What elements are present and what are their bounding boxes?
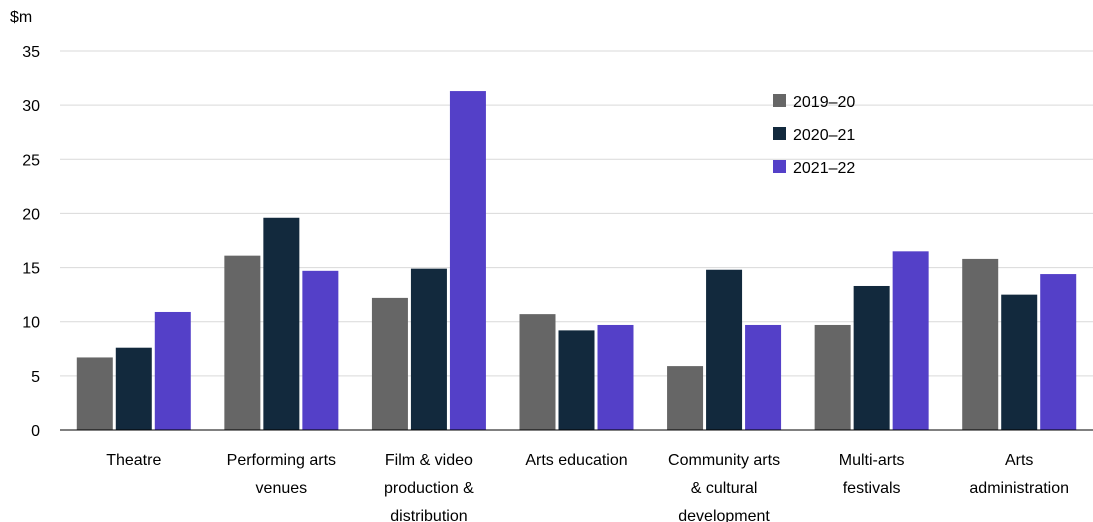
- bar: [410, 268, 447, 430]
- x-tick-label: festivals: [843, 480, 901, 497]
- x-tick-label: Multi-arts: [839, 452, 905, 469]
- x-tick-label: Community arts: [668, 452, 780, 469]
- y-tick-label: 30: [22, 98, 40, 115]
- bar: [263, 217, 300, 430]
- y-tick-label: 25: [22, 152, 40, 169]
- bar: [1001, 294, 1038, 430]
- bar: [154, 311, 191, 430]
- bar: [449, 91, 486, 431]
- y-tick-label: 15: [22, 261, 40, 278]
- y-tick-label: 35: [22, 44, 40, 61]
- y-axis-label: $m: [10, 9, 32, 26]
- y-tick-label: 0: [31, 423, 40, 440]
- bar: [76, 357, 113, 430]
- bar: [1040, 274, 1077, 430]
- x-tick-label: Film & video: [385, 452, 473, 469]
- bar: [302, 270, 339, 430]
- x-tick-label: distribution: [390, 508, 467, 522]
- gridlines: [60, 50, 1093, 377]
- x-tick-label: Performing arts: [227, 452, 336, 469]
- y-axis-ticks: 0 5 10 15 20 25 30 35: [22, 44, 40, 440]
- bar: [853, 285, 890, 430]
- x-tick-label: Arts education: [525, 452, 627, 469]
- legend-label: 2020–21: [793, 127, 855, 144]
- legend-swatch: [773, 94, 786, 107]
- y-tick-label: 5: [31, 369, 40, 386]
- bar: [892, 251, 929, 430]
- bar: [706, 269, 743, 430]
- y-tick-label: 10: [22, 315, 40, 332]
- bar: [962, 258, 999, 430]
- x-tick-label: Theatre: [106, 452, 161, 469]
- x-axis-labels: Theatre Performing arts venues Film & video…: [106, 452, 1069, 522]
- bar: [519, 314, 556, 430]
- legend-swatch: [773, 127, 786, 140]
- bars: [76, 91, 1077, 431]
- x-tick-label: venues: [256, 480, 308, 497]
- bar: [224, 255, 261, 430]
- legend-label: 2019–20: [793, 94, 855, 111]
- x-tick-label: & cultural: [691, 480, 758, 497]
- x-tick-label: administration: [969, 480, 1069, 497]
- bar: [558, 330, 595, 430]
- bar: [371, 297, 408, 430]
- bar: [745, 324, 782, 430]
- x-tick-label: production &: [384, 480, 474, 497]
- bar: [597, 324, 634, 430]
- legend: 2019–20 2020–21 2021–22: [773, 94, 855, 177]
- bar: [814, 324, 851, 430]
- y-tick-label: 20: [22, 206, 40, 223]
- bar: [115, 347, 152, 430]
- bar: [667, 366, 704, 430]
- x-tick-label: Arts: [1005, 452, 1033, 469]
- legend-label: 2021–22: [793, 160, 855, 177]
- legend-swatch: [773, 160, 786, 173]
- x-tick-label: development: [678, 508, 770, 522]
